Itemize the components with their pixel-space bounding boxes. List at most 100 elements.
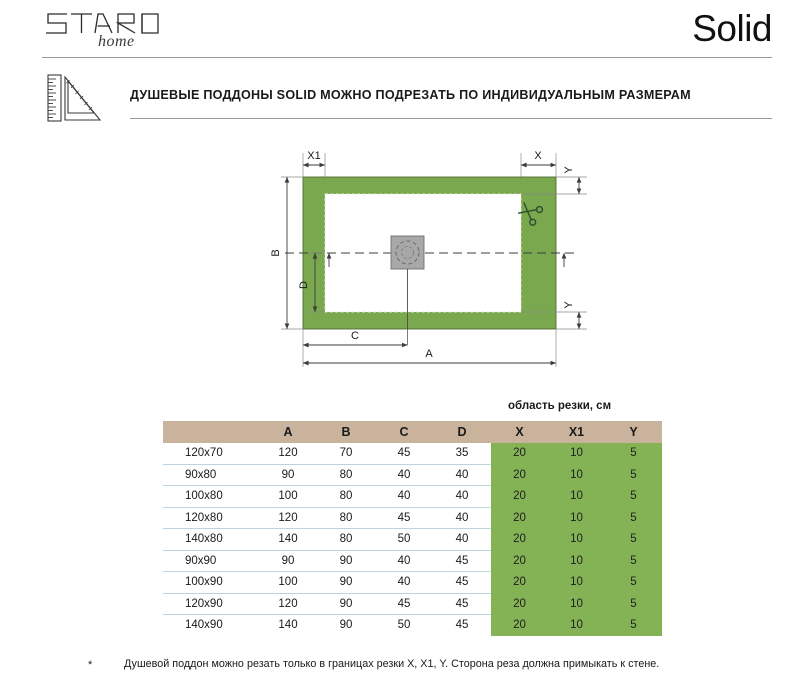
cell-x1: 10 bbox=[548, 549, 605, 572]
cell-x: 20 bbox=[491, 592, 548, 615]
cell-x1: 10 bbox=[548, 528, 605, 550]
cell-x: 20 bbox=[491, 549, 548, 572]
dimension-y-bottom: Y bbox=[563, 301, 582, 330]
logo-sub-wordmark: home bbox=[98, 33, 135, 50]
cell-y: 5 bbox=[605, 571, 662, 593]
cell-b: 80 bbox=[317, 463, 375, 486]
cell-d: 40 bbox=[433, 463, 491, 486]
staro-wordmark-icon bbox=[46, 13, 159, 34]
column-header-x1: X1 bbox=[548, 421, 605, 443]
table-row: 100x80 100 80 40 40 20 10 5 bbox=[163, 485, 662, 507]
cell-c: 40 bbox=[375, 549, 433, 572]
cell-size: 120x70 bbox=[163, 443, 259, 464]
dimension-x: X bbox=[520, 150, 557, 168]
logo: home bbox=[42, 10, 182, 54]
table-row: 120x80 120 80 45 40 20 10 5 bbox=[163, 506, 662, 529]
dimension-label-x1: X1 bbox=[307, 150, 320, 162]
extension-lines bbox=[281, 153, 587, 367]
dimension-y-top: Y bbox=[563, 166, 582, 195]
column-header-c: C bbox=[375, 421, 433, 443]
cell-d: 40 bbox=[433, 506, 491, 529]
cell-b: 90 bbox=[317, 592, 375, 615]
cell-b: 70 bbox=[317, 443, 375, 464]
dimension-label-c: C bbox=[351, 330, 359, 342]
table-row: 100x90 100 90 40 45 20 10 5 bbox=[163, 571, 662, 593]
cell-a: 100 bbox=[259, 485, 317, 507]
column-header-b: B bbox=[317, 421, 375, 443]
cell-d: 45 bbox=[433, 614, 491, 636]
cell-size: 90x80 bbox=[163, 463, 259, 486]
cell-x1: 10 bbox=[548, 506, 605, 529]
cell-y: 5 bbox=[605, 463, 662, 486]
cell-size: 140x80 bbox=[163, 528, 259, 550]
dimensions-table: A B C D X X1 Y 120x70 120 70 45 35 20 10 5 90x80… bbox=[163, 421, 662, 636]
column-header-d: D bbox=[433, 421, 491, 443]
cell-a: 120 bbox=[259, 443, 317, 464]
brand-header: home Solid bbox=[0, 0, 800, 62]
cell-b: 90 bbox=[317, 549, 375, 572]
cell-x1: 10 bbox=[548, 463, 605, 486]
header-divider bbox=[42, 57, 772, 58]
cell-size: 120x80 bbox=[163, 506, 259, 529]
column-header-size bbox=[163, 421, 259, 443]
column-header-y: Y bbox=[605, 421, 662, 443]
subtitle-text: ДУШЕВЫЕ ПОДДОНЫ SOLID МОЖНО ПОДРЕЗАТЬ ПО… bbox=[130, 88, 691, 102]
dimension-label-b: B bbox=[270, 249, 282, 256]
cell-c: 40 bbox=[375, 463, 433, 486]
column-header-a: A bbox=[259, 421, 317, 443]
cell-x1: 10 bbox=[548, 592, 605, 615]
cell-c: 45 bbox=[375, 443, 433, 464]
footnote-text: Душевой поддон можно резать только в гра… bbox=[124, 658, 660, 670]
cell-x: 20 bbox=[491, 528, 548, 550]
cell-b: 80 bbox=[317, 528, 375, 550]
ruler-set-square-icon bbox=[47, 74, 102, 122]
cell-x: 20 bbox=[491, 485, 548, 507]
dimension-label-x: X bbox=[534, 150, 542, 162]
drain-icon bbox=[390, 235, 425, 345]
cell-size: 140x90 bbox=[163, 614, 259, 636]
cell-x1: 10 bbox=[548, 485, 605, 507]
dimension-label-y-top: Y bbox=[563, 166, 575, 174]
cell-y: 5 bbox=[605, 592, 662, 615]
table-row: 90x80 90 80 40 40 20 10 5 bbox=[163, 463, 662, 486]
cell-c: 40 bbox=[375, 485, 433, 507]
cell-c: 45 bbox=[375, 506, 433, 529]
cell-a: 120 bbox=[259, 592, 317, 615]
cell-c: 50 bbox=[375, 614, 433, 636]
table-header-row: A B C D X X1 Y bbox=[163, 421, 662, 443]
cell-y: 5 bbox=[605, 614, 662, 636]
column-header-x: X bbox=[491, 421, 548, 443]
cell-c: 40 bbox=[375, 571, 433, 593]
cell-b: 90 bbox=[317, 571, 375, 593]
cell-b: 80 bbox=[317, 506, 375, 529]
cell-y: 5 bbox=[605, 528, 662, 550]
cell-size: 120x90 bbox=[163, 592, 259, 615]
cell-x: 20 bbox=[491, 614, 548, 636]
cell-x1: 10 bbox=[548, 614, 605, 636]
cell-b: 90 bbox=[317, 614, 375, 636]
cell-x: 20 bbox=[491, 443, 548, 464]
cell-d: 40 bbox=[433, 485, 491, 507]
cell-d: 40 bbox=[433, 528, 491, 550]
cut-area-caption: область резки, см bbox=[508, 400, 612, 412]
page-title: Solid bbox=[692, 8, 772, 49]
dimension-d: D bbox=[298, 252, 318, 313]
cell-x: 20 bbox=[491, 506, 548, 529]
dimension-a: A bbox=[302, 348, 557, 366]
cell-a: 120 bbox=[259, 506, 317, 529]
cell-d: 45 bbox=[433, 549, 491, 572]
cell-a: 140 bbox=[259, 614, 317, 636]
cell-size: 90x90 bbox=[163, 549, 259, 572]
cell-x1: 10 bbox=[548, 443, 605, 464]
dimension-b: B bbox=[270, 176, 290, 330]
footnote-asterisk: * bbox=[88, 659, 93, 671]
subtitle-strip: ДУШЕВЫЕ ПОДДОНЫ SOLID МОЖНО ПОДРЕЗАТЬ ПО… bbox=[0, 68, 800, 130]
cell-a: 90 bbox=[259, 549, 317, 572]
cell-a: 90 bbox=[259, 463, 317, 486]
cell-size: 100x80 bbox=[163, 485, 259, 507]
cell-b: 80 bbox=[317, 485, 375, 507]
table-row: 120x90 120 90 45 45 20 10 5 bbox=[163, 592, 662, 615]
dimension-c: C bbox=[302, 330, 408, 348]
cell-a: 100 bbox=[259, 571, 317, 593]
table-row: 90x90 90 90 40 45 20 10 5 bbox=[163, 549, 662, 572]
